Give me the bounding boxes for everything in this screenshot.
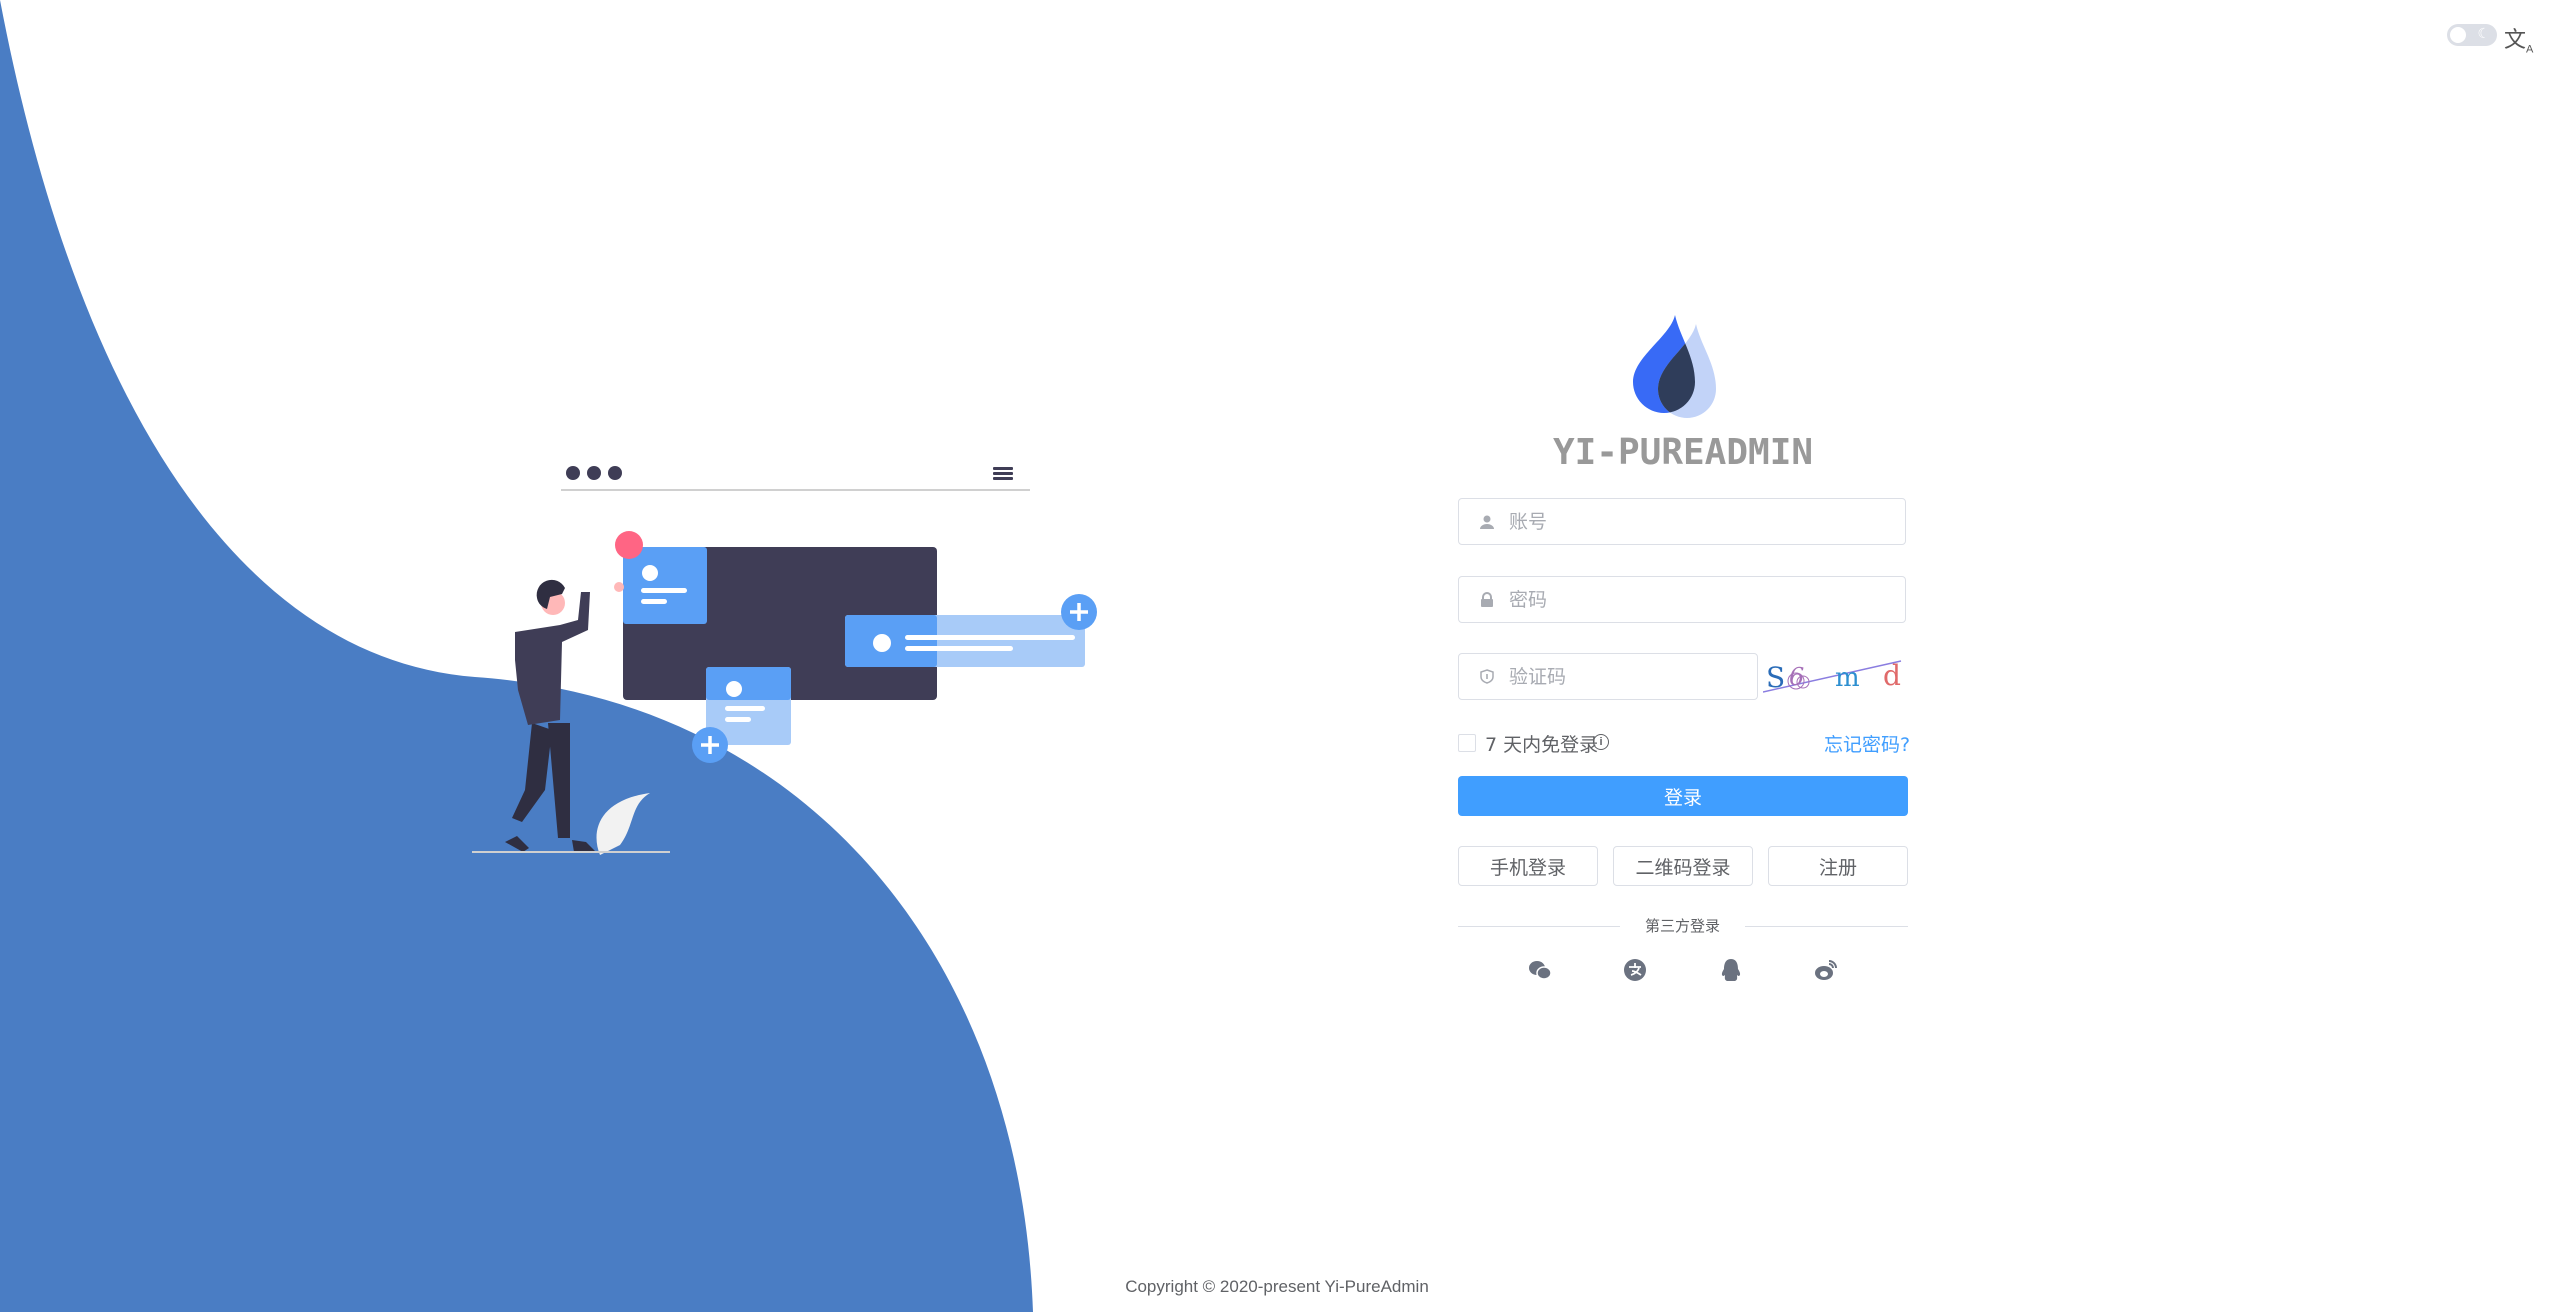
login-button[interactable]: 登录 xyxy=(1458,776,1908,816)
username-input[interactable] xyxy=(1507,509,1905,534)
qrcode-login-button[interactable]: 二维码登录 xyxy=(1613,846,1753,886)
divider xyxy=(1458,926,1620,927)
moon-icon: ☾ xyxy=(2477,25,2490,41)
phone-login-button[interactable]: 手机登录 xyxy=(1458,846,1598,886)
shield-icon xyxy=(1477,669,1497,684)
droplets-logo xyxy=(1633,315,1716,418)
captcha-image[interactable]: S 6 m d xyxy=(1763,655,1907,700)
captcha-char: m xyxy=(1835,663,1860,693)
register-button[interactable]: 注册 xyxy=(1768,846,1908,886)
hamburger-icon xyxy=(993,467,1013,480)
copyright: Copyright © 2020-present Yi-PureAdmin xyxy=(1125,1277,1429,1296)
leaf xyxy=(596,793,650,855)
divider xyxy=(1745,926,1908,927)
password-field[interactable] xyxy=(1458,576,1906,623)
login-illustration xyxy=(472,466,1097,855)
alipay-icon[interactable] xyxy=(1623,958,1647,982)
username-field[interactable] xyxy=(1458,498,1906,545)
person xyxy=(505,579,624,852)
wechat-icon[interactable] xyxy=(1528,958,1552,982)
password-input[interactable] xyxy=(1507,587,1905,612)
user-icon xyxy=(1477,515,1497,529)
theme-toggle[interactable]: ☾ xyxy=(2447,24,2497,46)
browser-dots-icon xyxy=(566,466,622,480)
remember-label[interactable]: 7 天内免登录 xyxy=(1485,734,1599,756)
captcha-field[interactable] xyxy=(1458,653,1758,700)
qq-icon[interactable] xyxy=(1719,958,1743,982)
info-icon[interactable]: i xyxy=(1593,734,1609,750)
translate-icon[interactable]: 文A xyxy=(2504,27,2534,56)
captcha-char: d xyxy=(1883,659,1901,692)
weibo-icon[interactable] xyxy=(1814,958,1838,982)
red-dot xyxy=(615,531,643,559)
remember-checkbox[interactable] xyxy=(1458,734,1476,752)
captcha-input[interactable] xyxy=(1507,664,1757,689)
app-title: YI-PUREADMIN xyxy=(1552,432,1814,473)
captcha-char: S xyxy=(1766,661,1786,694)
third-party-label: 第三方登录 xyxy=(1644,917,1720,935)
card xyxy=(623,547,707,624)
forgot-password-link[interactable]: 忘记密码? xyxy=(1824,734,1911,756)
lock-icon xyxy=(1477,592,1497,607)
captcha-char: 6 xyxy=(1789,663,1805,691)
